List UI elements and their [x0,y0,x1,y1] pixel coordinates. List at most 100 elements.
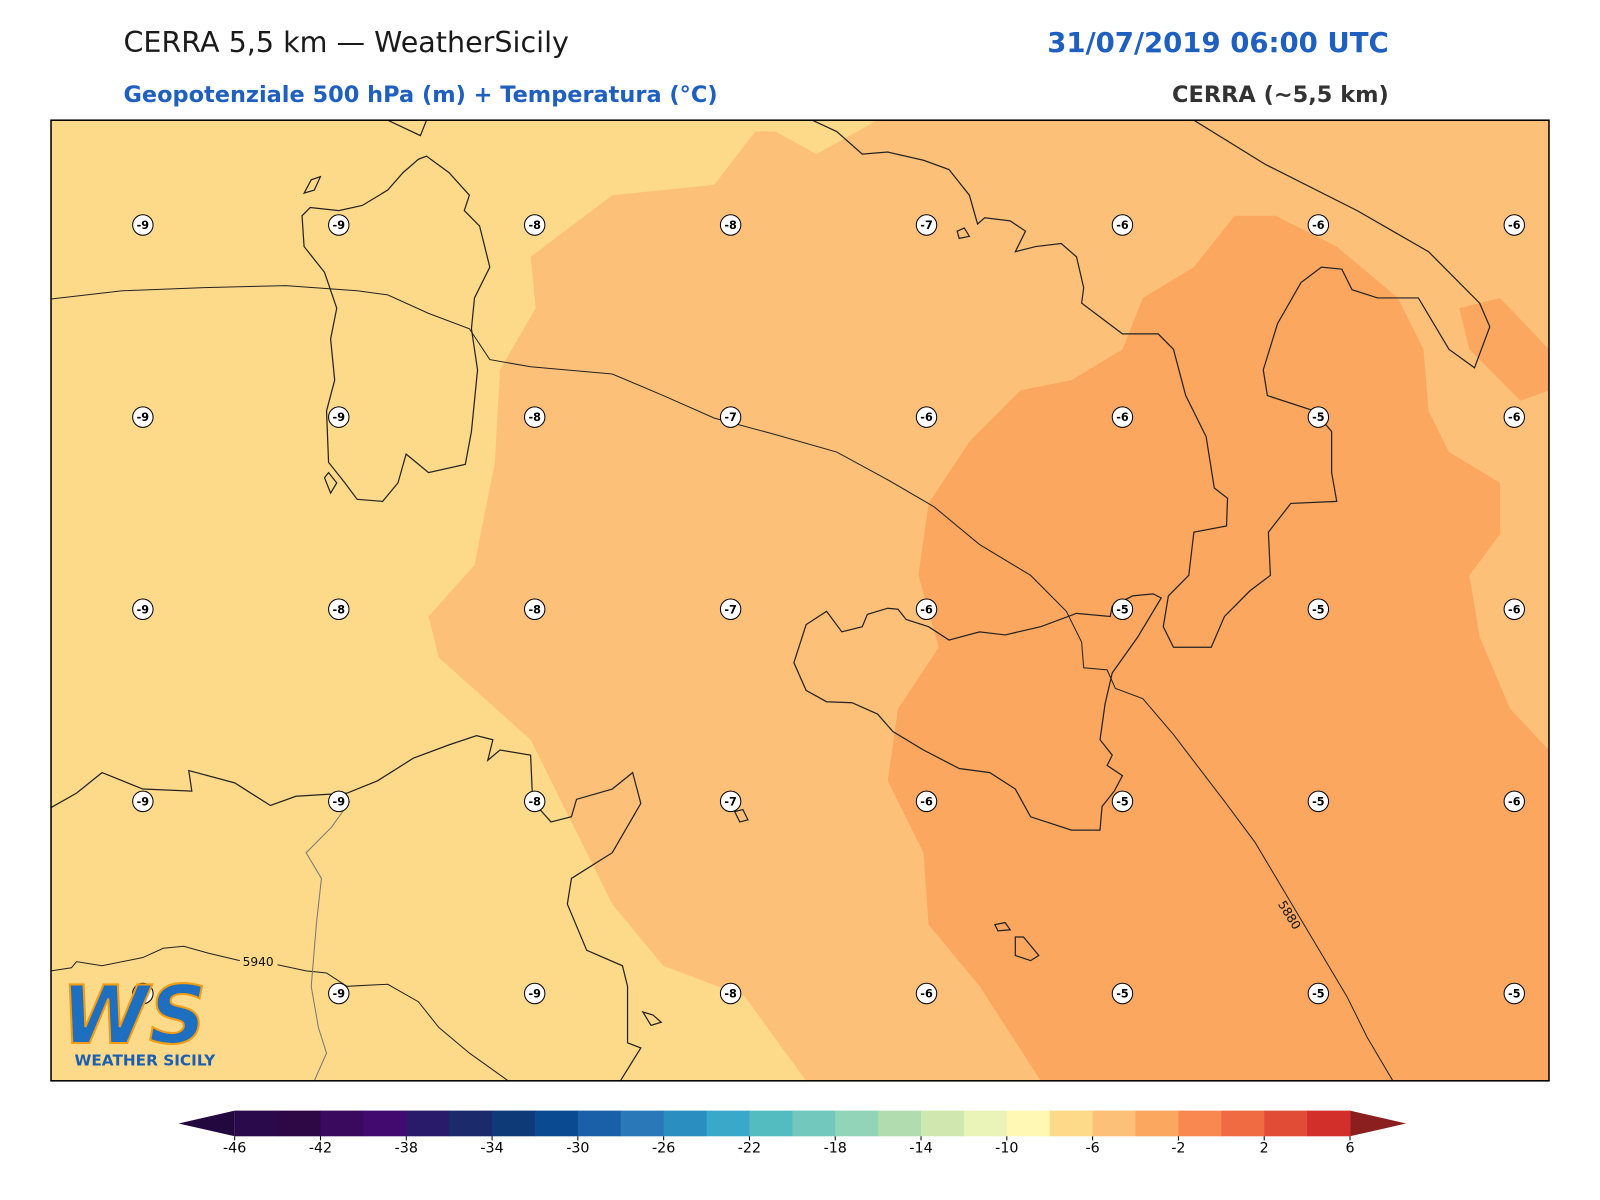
colorbar-bin [878,1110,922,1137]
colorbar-bin [749,1110,793,1137]
station-value: -6 [1116,411,1129,424]
station-marker [719,406,742,428]
station-marker [1307,406,1330,428]
station-marker [719,598,742,621]
station-marker [1111,214,1134,236]
colorbar-tick-label: -10 [995,1141,1018,1157]
station-marker [1503,790,1525,813]
colorbar-tick-label: 6 [1345,1141,1354,1157]
station-marker [328,598,350,621]
station-marker [132,790,154,813]
colorbar-tick-label: -22 [738,1141,761,1157]
station-value: -9 [137,603,150,616]
colorbar-bin [835,1110,879,1137]
station-marker [1503,982,1525,1005]
station-value: -9 [333,219,346,232]
colorbar-bin [406,1110,450,1137]
colorbar-bin [363,1110,407,1137]
station-marker [1307,790,1330,813]
station-value: -7 [920,219,932,232]
station-marker [915,406,938,428]
station-value: -5 [1312,411,1325,424]
station-marker [1307,214,1330,236]
colorbar-bin [1307,1110,1351,1137]
station-value: -6 [1508,795,1521,808]
model: CERRA (~5,5 km) [1172,82,1389,108]
colorbar-bin [921,1110,965,1137]
title: CERRA 5,5 km — WeatherSicily [123,25,569,59]
station-marker [523,214,546,236]
station-value: -9 [137,987,150,1000]
station-value: -6 [1312,219,1325,232]
station-marker [523,982,546,1005]
station-marker [915,598,938,621]
logo-mark: WS [61,969,206,1062]
station-marker [132,214,154,236]
station-marker [1503,406,1525,428]
colorbar-bin [706,1110,750,1137]
station-value: -9 [137,219,150,232]
colorbar-tick-label: -30 [566,1141,589,1157]
station-marker [328,790,350,813]
station-value: -9 [333,987,346,1000]
colorbar-bin [963,1110,1008,1137]
station-value: -9 [137,795,150,808]
subtitle: Geopotenziale 500 hPa (m) + Temperatura … [123,82,717,108]
station-marker [328,406,350,428]
colorbar-tick-label: -34 [480,1141,503,1157]
station-marker [1503,214,1525,236]
map-frame [50,119,1550,1082]
station-value: -5 [1312,987,1325,1000]
station-value: -8 [528,603,541,616]
colorbar-bin [1135,1110,1179,1137]
station-marker [1111,598,1134,621]
contour-line [51,285,1394,1081]
contour-label: 5940 [243,955,274,969]
logo-text: WEATHER SICILY [74,1051,216,1069]
station-marker [1307,982,1330,1005]
station-value: -9 [528,987,541,1000]
datetime: 31/07/2019 06:00 UTC [1047,26,1389,59]
station-value: -7 [724,795,736,808]
colorbar-bin [277,1110,321,1137]
station-value: -7 [724,411,736,424]
colorbar-bin [534,1110,579,1137]
colorbar-bin [449,1110,493,1137]
station-marker [1503,598,1525,621]
colorbar-tick-label: -18 [824,1141,847,1157]
colorbar-bin [1092,1110,1137,1137]
coastline [51,120,642,1081]
station-value: -5 [1116,987,1129,1000]
station-marker [132,598,154,621]
station-value: -9 [333,411,346,424]
station-marker [1111,406,1134,428]
colorbar-bin [234,1110,279,1137]
colorbar-extension [178,1110,235,1137]
station-value: -8 [333,603,346,616]
station-marker [1111,790,1134,813]
station-marker [132,982,154,1005]
station-marker [1111,982,1134,1005]
station-value: -8 [724,219,737,232]
temperature-field [887,215,1549,1081]
station-value: -5 [1116,603,1129,616]
colorbar-bin [320,1110,364,1137]
station-marker [915,790,938,813]
station-value: -8 [528,795,541,808]
colorbar-tick-label: -42 [309,1141,332,1157]
station-value: -8 [528,411,541,424]
colorbar-bin [577,1110,622,1137]
colorbar-bin [620,1110,665,1137]
station-marker [719,790,742,813]
station-value: -6 [1116,219,1129,232]
logo: WS WEATHER SICILY [60,968,216,1070]
colorbar-bin [663,1110,708,1137]
station-value: -9 [333,795,346,808]
station-value: -5 [1312,795,1325,808]
station-value: -8 [528,219,541,232]
colorbar-tick-label: -38 [395,1141,418,1157]
colorbar-bin [1006,1110,1051,1137]
station-marker [719,982,742,1005]
station-marker [328,982,350,1005]
